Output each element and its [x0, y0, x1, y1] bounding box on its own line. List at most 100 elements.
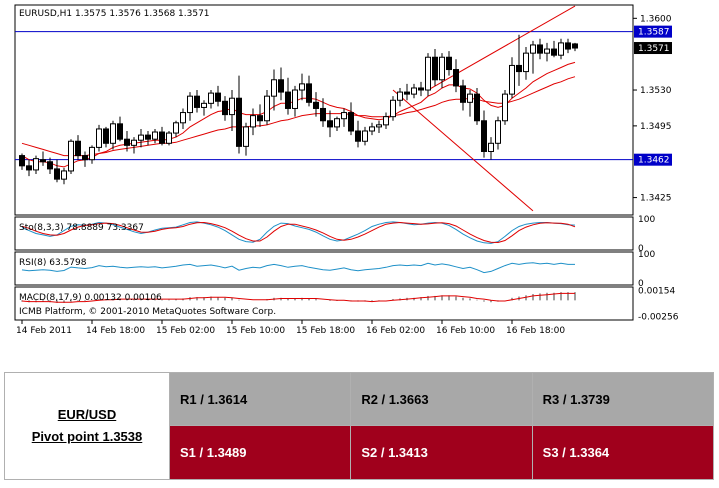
candle-body	[292, 89, 298, 109]
candle-body	[334, 118, 340, 128]
candle-body	[313, 101, 319, 109]
candle-body	[103, 128, 109, 144]
candle-body	[194, 95, 200, 108]
candle-body	[488, 142, 494, 152]
rsi-tick-label: 0	[638, 279, 644, 289]
candle-body	[320, 107, 326, 122]
candle-body	[215, 92, 221, 102]
candle-body	[565, 42, 571, 50]
candle-body	[369, 126, 375, 132]
stoch-tick-label: 100	[638, 215, 655, 225]
candle-body	[159, 131, 165, 144]
candle-body	[523, 52, 529, 73]
pivot-label-cell: EUR/USD Pivot point 1.3538	[4, 372, 170, 480]
eurusd-h1-chart: 1.3600 1.3530 1.3495 1.3425 1.3587 1.3462 1.35…	[14, 4, 679, 336]
time-tick-label: 14 Feb 18:00	[86, 326, 145, 336]
candle-body	[551, 48, 557, 56]
candle-body	[418, 87, 424, 91]
candle-body	[502, 93, 508, 122]
rsi-label: RSI(8) 63.5798	[19, 258, 87, 268]
level-marker-label: 1.3462	[638, 156, 670, 166]
candle-body	[278, 79, 284, 93]
level-marker-label: 1.3587	[638, 28, 670, 38]
time-tick-label: 15 Feb 10:00	[226, 326, 285, 336]
candle-body	[173, 122, 179, 134]
r1-cell: R1 / 1.3614	[168, 372, 352, 426]
candle-body	[264, 95, 270, 122]
candle-body	[355, 130, 361, 142]
rsi-line	[21, 262, 575, 274]
candle-body	[201, 102, 207, 108]
candle-body	[271, 79, 277, 97]
candle-body	[411, 87, 417, 95]
stoch-label: Sto(8,3,3) 78.8889 73.3367	[19, 223, 144, 233]
candle-body	[68, 140, 74, 172]
candle-body	[124, 138, 130, 146]
stoch-main-line	[21, 221, 576, 244]
candle-body	[257, 115, 263, 122]
candle-body	[376, 124, 382, 128]
candle-body	[481, 120, 487, 152]
time-tick-label: 15 Feb 18:00	[296, 326, 355, 336]
copyright-text: ICMB Platform, © 2001-2010 MetaQuotes So…	[19, 307, 276, 317]
candle-body	[467, 93, 473, 103]
candle-body	[180, 112, 186, 124]
level-marker	[634, 153, 672, 166]
r3-cell: R3 / 1.3739	[531, 372, 715, 426]
candle-body	[341, 112, 347, 120]
candle-body	[348, 112, 354, 132]
candle-body	[117, 123, 123, 140]
candle-body	[89, 146, 95, 161]
candle-body	[47, 161, 53, 170]
time-tick-label: 16 Feb 18:00	[506, 326, 565, 336]
candle-body	[327, 120, 333, 128]
price-tick-label: 1.3600	[640, 14, 672, 24]
candle-body	[229, 97, 235, 116]
pivot-table: EUR/USD Pivot point 1.3538 R1 / 1.3614 R…	[4, 372, 715, 480]
stoch-signal-line	[21, 221, 576, 244]
level-marker	[634, 25, 672, 38]
s3-cell: S3 / 1.3364	[531, 425, 715, 480]
candle-body	[110, 123, 116, 144]
macd-signal-line	[21, 292, 575, 303]
candle-body	[187, 95, 193, 114]
pair-label: EUR/USD	[57, 407, 117, 422]
candle-body	[222, 100, 228, 116]
price-tick-label: 1.3530	[640, 86, 672, 96]
candle-body	[439, 56, 445, 81]
macd-label: MACD(8,17,9) 0.00132 0.00106	[19, 293, 162, 303]
candle-body	[208, 92, 214, 104]
candle-body	[138, 134, 144, 141]
time-tick-label: 15 Feb 02:00	[156, 326, 215, 336]
candle-body	[390, 99, 396, 118]
candle-body	[131, 139, 137, 146]
candle-body	[96, 128, 102, 148]
candle-body	[306, 83, 312, 103]
time-tick-label: 16 Feb 10:00	[436, 326, 495, 336]
candle-body	[26, 165, 32, 171]
candle-body	[61, 170, 67, 180]
candle-body	[299, 83, 305, 91]
candle-body	[40, 159, 46, 163]
ma-short-line	[21, 61, 576, 168]
macd-tick-label: 0.00154	[638, 287, 675, 297]
time-tick-label: 16 Feb 02:00	[366, 326, 425, 336]
candle-body	[82, 155, 88, 161]
current-price-label: 1.3571	[638, 44, 670, 54]
candle-body	[285, 91, 291, 109]
current-price-marker	[634, 42, 672, 55]
candle-body	[530, 44, 536, 54]
ma-long-line	[21, 76, 576, 157]
pivot-point-label: Pivot point 1.3538	[31, 429, 143, 444]
candle-body	[509, 64, 515, 95]
candle-body	[362, 130, 368, 142]
candle-body	[166, 132, 172, 144]
trendline	[392, 89, 534, 212]
candle-body	[516, 64, 522, 73]
time-tick-label: 14 Feb 2011	[16, 326, 72, 336]
candle-body	[243, 126, 249, 147]
candle-body	[383, 116, 389, 126]
s1-cell: S1 / 1.3489	[168, 425, 352, 480]
candle-body	[75, 140, 81, 157]
macd-tick-label: -0.00256	[638, 312, 679, 322]
